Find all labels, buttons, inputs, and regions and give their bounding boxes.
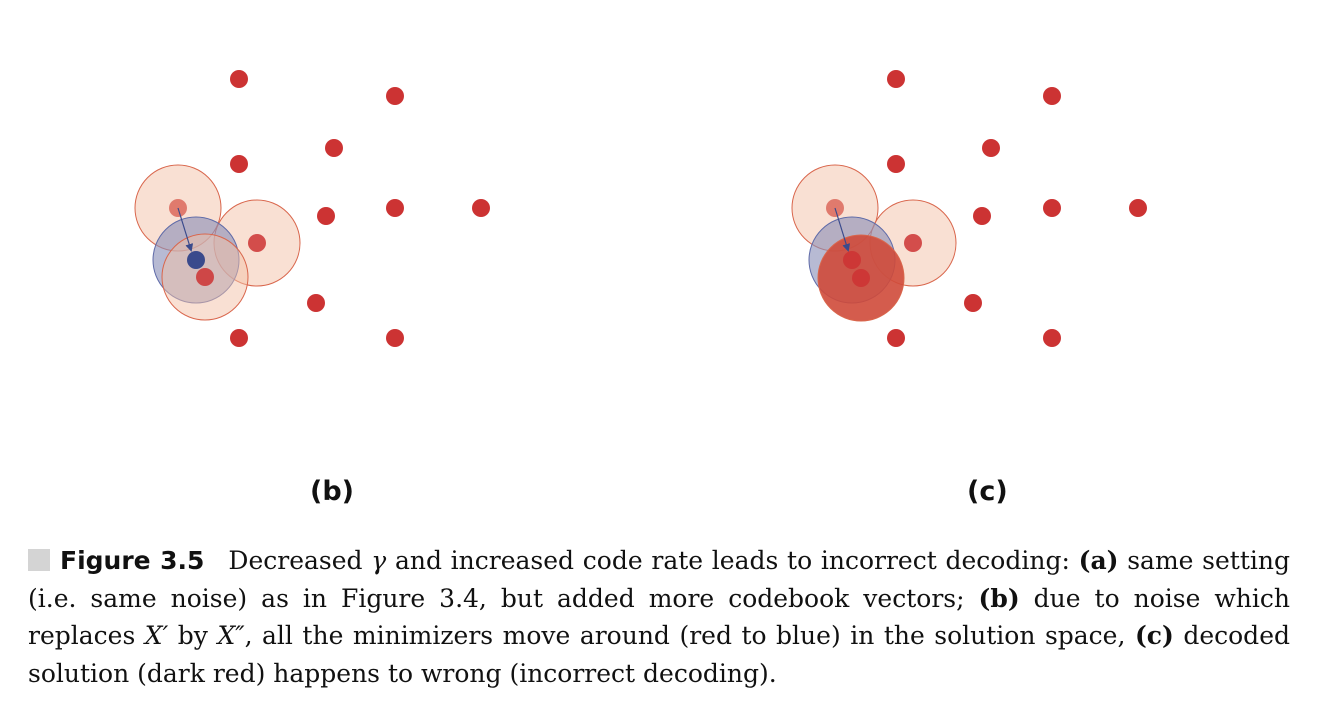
caption-text-4: due to noise which replaces <box>28 583 1291 651</box>
panel-label-b: (b) <box>310 476 355 507</box>
caption-part-b: (b) <box>978 583 1020 613</box>
caption-marker-icon <box>28 549 50 571</box>
codebook-point <box>1043 199 1061 217</box>
codebook-point <box>1043 329 1061 347</box>
caption-text-7: decoded solution (dark red) happens to w… <box>28 621 1290 688</box>
codebook-point <box>472 199 490 217</box>
codebook-point-overlay <box>843 251 861 269</box>
caption-text-3: same setting (i.e. same noise) as in Fig… <box>28 546 1290 613</box>
codebook-point <box>325 139 343 157</box>
caption-gamma: γ <box>371 546 387 575</box>
codebook-point <box>317 207 335 225</box>
codebook-point-overlay <box>904 234 922 252</box>
panel-b-diagram <box>134 70 490 347</box>
shift-arrow <box>834 207 851 252</box>
caption-text-5: by <box>168 621 218 650</box>
caption-part-c: (c) <box>1134 621 1174 650</box>
codebook-point <box>887 155 905 173</box>
caption-text-6: , all the minimizers move around (red to… <box>244 621 1135 650</box>
shift-arrow <box>177 207 194 252</box>
panel-c <box>656 0 1316 470</box>
figure-label: Figure 3.5 <box>60 546 205 575</box>
codebook-point-overlay <box>196 268 214 286</box>
codebook-point <box>386 87 404 105</box>
codebook-point <box>230 155 248 173</box>
codebook-point-overlay <box>852 269 870 287</box>
caption-x-double-prime: X″ <box>217 621 245 650</box>
codebook-point <box>1043 87 1061 105</box>
codebook-point <box>982 139 1000 157</box>
codebook-point <box>1129 199 1147 217</box>
codebook-point <box>307 294 325 312</box>
caption-text-1: Decreased <box>228 546 372 575</box>
caption-x-prime: X′ <box>144 621 169 650</box>
panel-label-c: (c) <box>967 476 1008 507</box>
caption-part-a: (a) <box>1078 546 1119 575</box>
codebook-point <box>887 70 905 88</box>
codebook-point <box>973 207 991 225</box>
figure-caption: Figure 3.5 Decreased γ and increased code… <box>28 542 1290 692</box>
codebook-point <box>964 294 982 312</box>
codebook-point <box>230 329 248 347</box>
panel-b <box>0 0 660 470</box>
codebook-point <box>386 329 404 347</box>
codebook-point <box>887 329 905 347</box>
codebook-point-overlay <box>248 234 266 252</box>
shifted-point-blue <box>187 251 205 269</box>
caption-text-2: and increased code rate leads to incorre… <box>386 546 1079 575</box>
codebook-point <box>386 199 404 217</box>
panel-c-diagram <box>791 70 1147 347</box>
codebook-point <box>230 70 248 88</box>
